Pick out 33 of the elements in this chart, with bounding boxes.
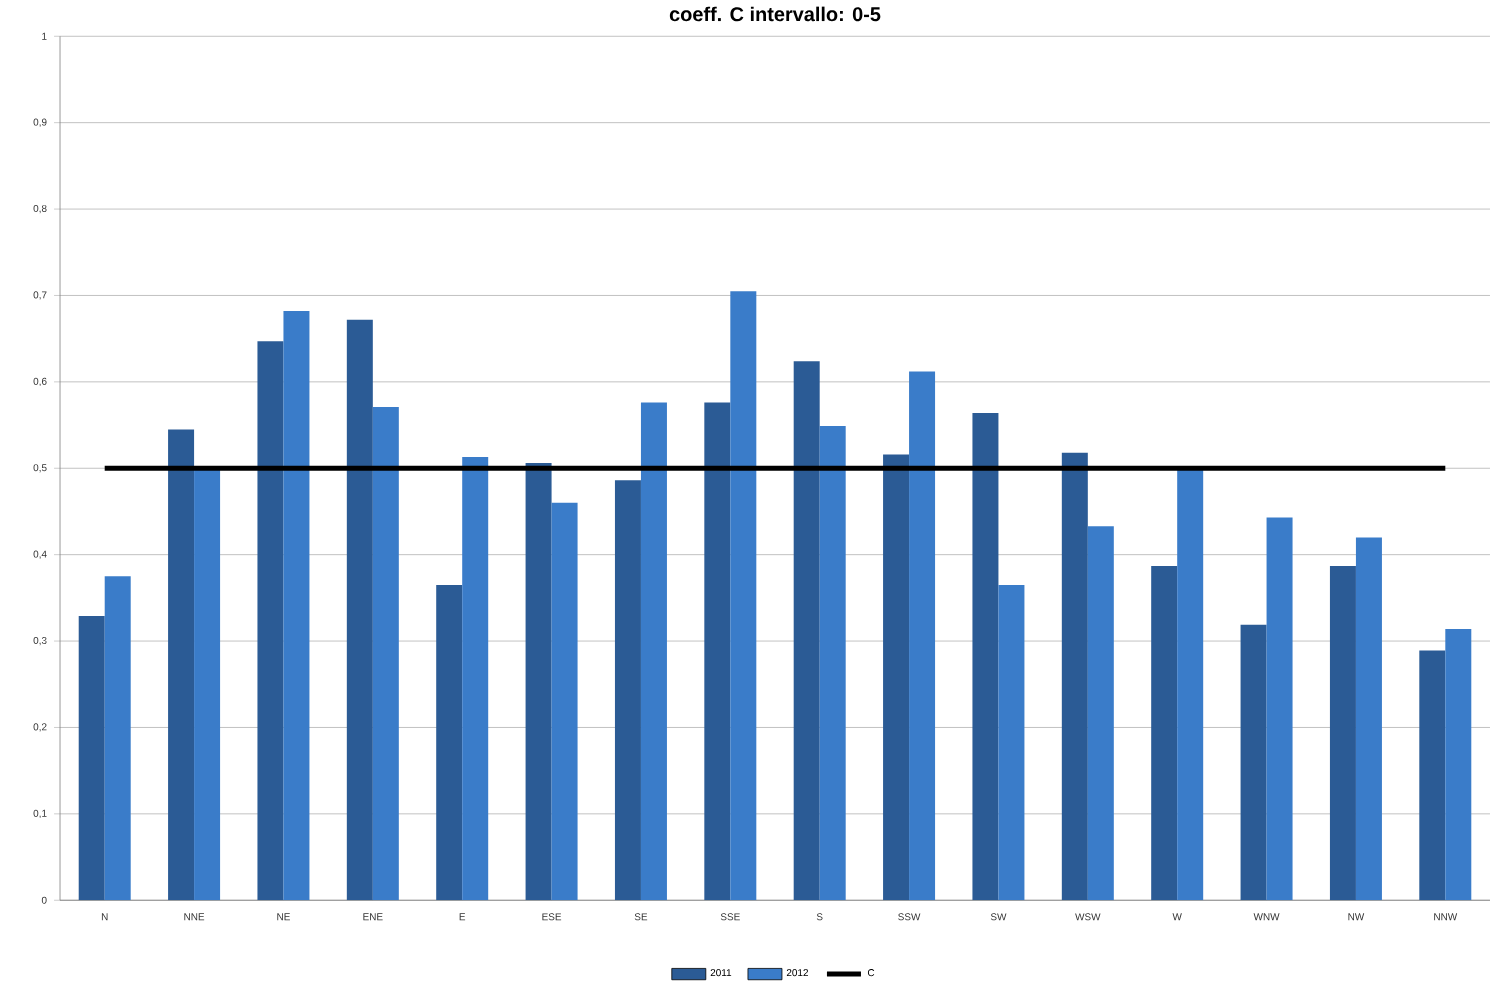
bar — [372, 406, 399, 901]
bar — [704, 402, 731, 901]
bar — [1240, 624, 1267, 901]
bar — [194, 469, 221, 901]
bar — [1329, 565, 1356, 901]
bar — [640, 402, 667, 901]
bar — [78, 615, 105, 901]
bar — [1087, 526, 1114, 901]
chart-title: coeff. C intervallo: 0-5 — [669, 6, 881, 22]
bar — [525, 462, 552, 901]
bar — [462, 456, 489, 901]
bar — [1266, 517, 1293, 901]
bar — [168, 429, 195, 901]
bar — [883, 454, 910, 901]
bar — [909, 371, 936, 901]
bar — [793, 361, 820, 901]
bar — [1355, 537, 1382, 901]
bar — [346, 319, 373, 901]
bar — [819, 425, 846, 901]
bar — [1445, 628, 1472, 901]
bar — [614, 480, 641, 901]
bar — [283, 310, 310, 901]
bar — [1151, 565, 1178, 901]
bar — [1419, 650, 1446, 901]
bar — [104, 576, 131, 901]
bar — [436, 584, 463, 901]
bar — [551, 502, 578, 901]
bar — [998, 584, 1025, 901]
bar — [257, 341, 284, 901]
bar — [1061, 452, 1088, 901]
bar — [1177, 469, 1204, 901]
bar — [972, 412, 999, 901]
bar — [730, 291, 757, 901]
